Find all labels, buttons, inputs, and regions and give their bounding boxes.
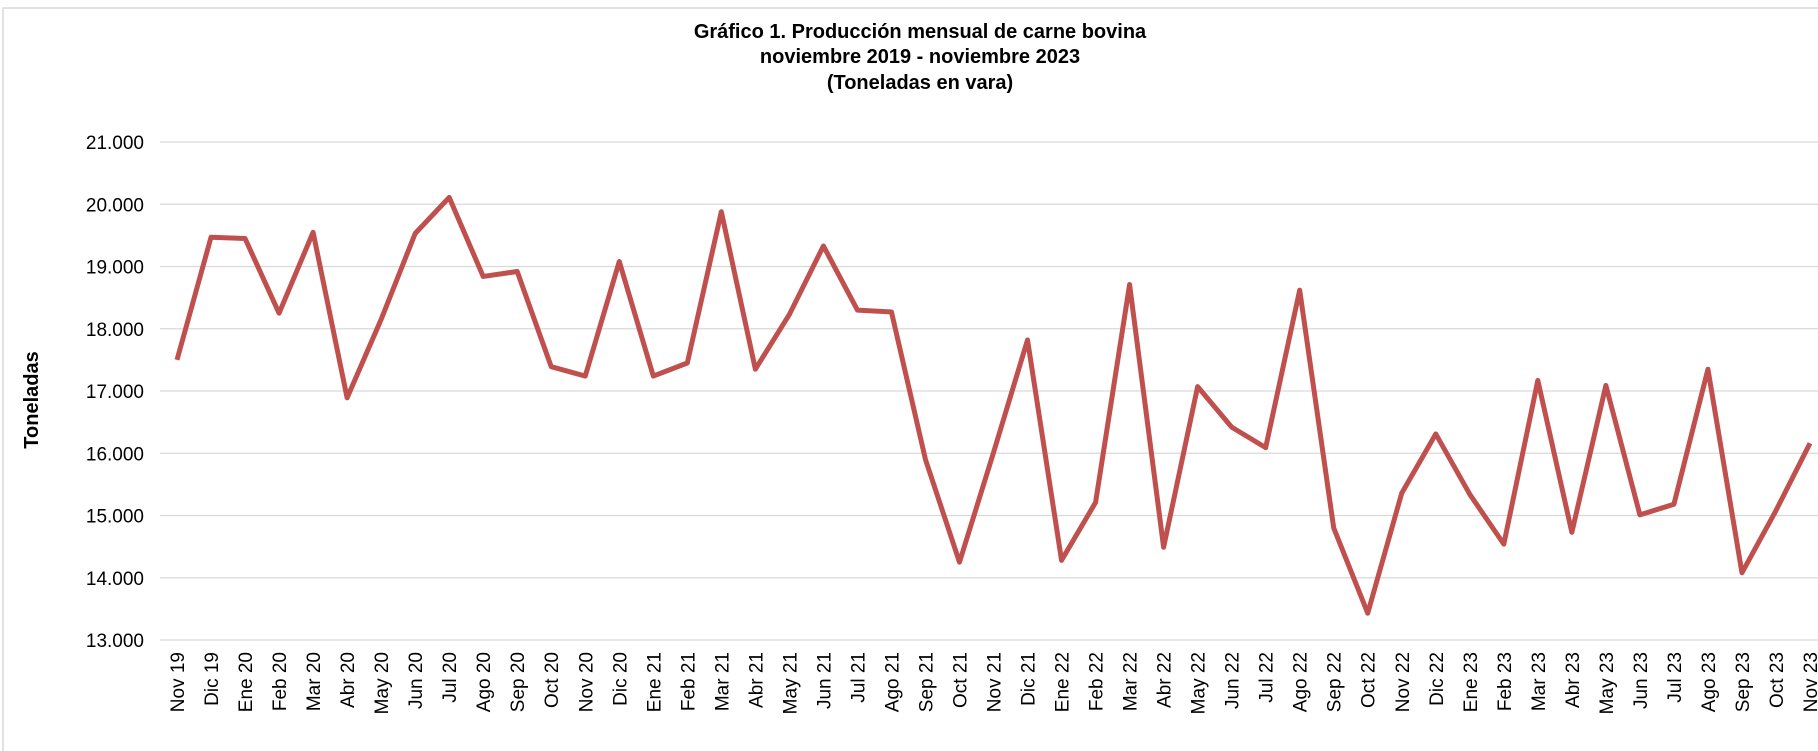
x-tick-label: Feb 20 xyxy=(270,652,291,711)
x-tick-label: May 23 xyxy=(1597,652,1618,714)
x-tick-label: Ago 21 xyxy=(882,652,903,712)
x-tick-label: Dic 20 xyxy=(610,652,631,706)
x-tick-label: Jun 23 xyxy=(1631,652,1652,709)
y-tick-label: 17.000 xyxy=(86,382,144,403)
x-tick-label: Ene 22 xyxy=(1053,652,1074,712)
x-tick-label: Nov 21 xyxy=(985,652,1006,712)
x-tick-label: Feb 23 xyxy=(1495,652,1516,711)
y-tick-label: 19.000 xyxy=(86,258,144,279)
x-tick-label: Ago 20 xyxy=(474,652,495,712)
x-tick-label: Jun 20 xyxy=(406,652,427,709)
x-tick-label: Nov 20 xyxy=(576,652,597,712)
x-tick-label: Sep 20 xyxy=(508,652,529,712)
x-tick-label: Dic 19 xyxy=(202,652,223,706)
x-tick-label: Jul 21 xyxy=(848,652,869,703)
x-tick-label: Mar 23 xyxy=(1529,652,1550,711)
x-tick-label: Ago 22 xyxy=(1291,652,1312,712)
x-tick-label: Jun 21 xyxy=(814,652,835,709)
x-tick-label: Jul 20 xyxy=(440,652,461,703)
x-tick-label: Oct 21 xyxy=(950,652,971,708)
chart-title: Gráfico 1. Producción mensual de carne b… xyxy=(694,21,1147,43)
x-tick-label: Sep 21 xyxy=(916,652,937,712)
x-tick-label: Ene 23 xyxy=(1461,652,1482,712)
x-tick-label: Nov 22 xyxy=(1393,652,1414,712)
x-tick-label: Abr 22 xyxy=(1155,652,1176,708)
x-tick-label: Ene 21 xyxy=(644,652,665,712)
chart-subtitle: (Toneladas en vara) xyxy=(827,72,1013,94)
x-tick-label: Oct 20 xyxy=(542,652,563,708)
y-tick-label: 14.000 xyxy=(86,569,144,590)
x-tick-label: Oct 22 xyxy=(1359,652,1380,708)
y-tick-label: 18.000 xyxy=(86,320,144,341)
x-tick-label: Feb 21 xyxy=(678,652,699,711)
data-line xyxy=(174,194,1813,616)
x-tick-label: Jun 22 xyxy=(1223,652,1244,709)
x-tick-label: Abr 20 xyxy=(338,652,359,708)
x-tick-label: Oct 23 xyxy=(1767,652,1788,708)
chart-frame xyxy=(2,7,1818,751)
x-tick-label: Mar 20 xyxy=(304,652,325,711)
x-tick-label: Sep 22 xyxy=(1325,652,1346,712)
x-tick-label: Dic 21 xyxy=(1019,652,1040,706)
x-tick-label: Sep 23 xyxy=(1733,652,1754,712)
x-tick-label: Ago 23 xyxy=(1699,652,1720,712)
x-tick-label: May 21 xyxy=(780,652,801,714)
y-tick-label: 16.000 xyxy=(86,444,144,465)
x-tick-label: Jul 23 xyxy=(1665,652,1686,703)
x-tick-label: Abr 21 xyxy=(746,652,767,708)
x-tick-label: May 20 xyxy=(372,652,393,714)
y-tick-label: 13.000 xyxy=(86,631,144,652)
x-tick-label: Mar 21 xyxy=(712,652,733,711)
chart-subtitle: noviembre 2019 - noviembre 2023 xyxy=(760,46,1080,68)
x-tick-label: Abr 23 xyxy=(1563,652,1584,708)
y-tick-label: 15.000 xyxy=(86,507,144,528)
x-tick-label: May 22 xyxy=(1189,652,1210,714)
x-tick-label: Mar 22 xyxy=(1121,652,1142,711)
x-tick-label: Jul 22 xyxy=(1257,652,1278,703)
x-tick-label: Feb 22 xyxy=(1087,652,1108,711)
y-tick-label: 21.000 xyxy=(86,133,144,154)
x-tick-label: Nov 19 xyxy=(168,652,189,712)
y-tick-label: 20.000 xyxy=(86,195,144,216)
x-tick-label: Nov 23 xyxy=(1801,652,1818,712)
x-tick-label: Dic 22 xyxy=(1427,652,1448,706)
x-tick-label: Ene 20 xyxy=(236,652,257,712)
y-axis-label: Toneladas xyxy=(21,351,43,448)
